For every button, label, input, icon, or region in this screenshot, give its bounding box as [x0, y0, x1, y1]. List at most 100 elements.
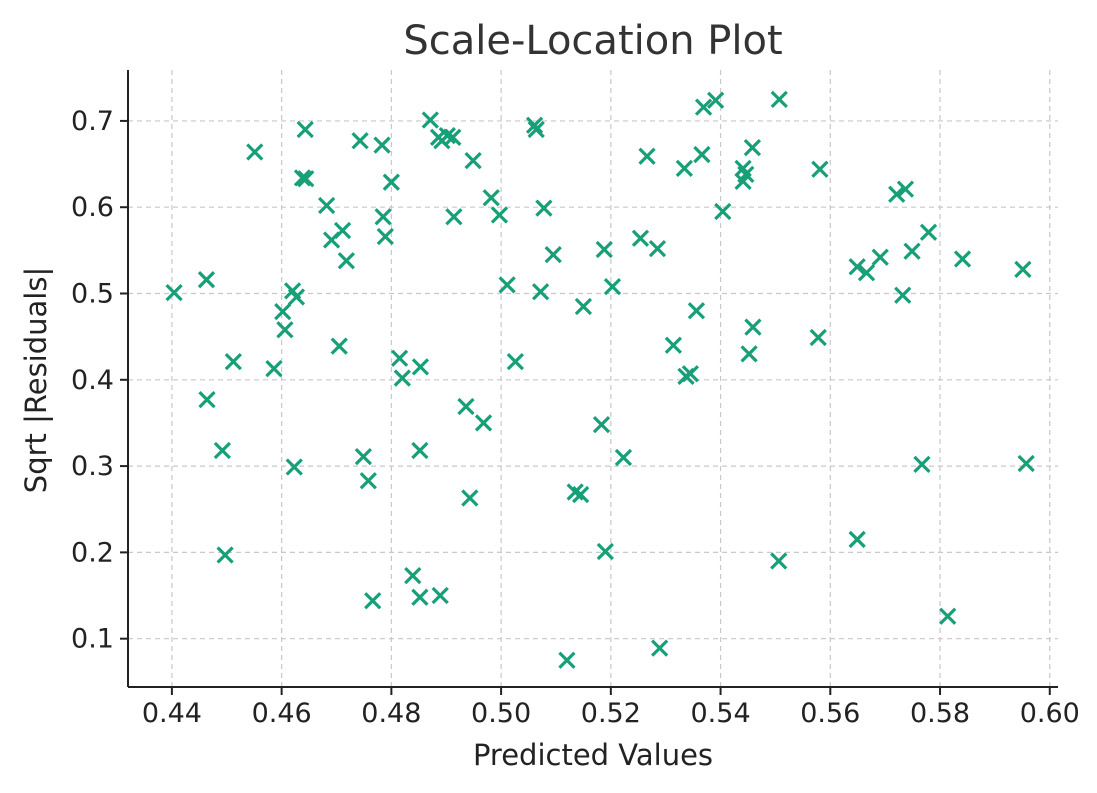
data-point: [558, 651, 576, 669]
data-point: [330, 337, 348, 355]
data-point: [297, 170, 315, 188]
x-tick-label: 0.60: [1020, 698, 1080, 729]
data-point: [198, 391, 216, 409]
data-point: [572, 485, 590, 504]
data-point: [687, 302, 706, 320]
data-point: [953, 250, 972, 268]
data-point: [525, 116, 544, 134]
data-point: [648, 239, 667, 258]
data-point: [531, 283, 550, 301]
data-point: [919, 223, 938, 241]
data-point: [457, 397, 475, 416]
data-point: [714, 202, 732, 221]
data-point: [527, 120, 545, 139]
data-point: [482, 189, 500, 207]
data-point: [744, 318, 762, 336]
x-ticks: 0.44 0.46 0.48 0.50 0.52 0.54 0.56 0.58 0.60: [142, 687, 1080, 729]
y-tick-label: 0.3: [71, 451, 114, 482]
x-tick-label: 0.52: [581, 698, 641, 729]
data-point: [592, 416, 611, 434]
data-point: [445, 208, 463, 226]
data-points: [165, 90, 1035, 669]
data-point: [444, 128, 462, 146]
y-tick-label: 0.6: [71, 192, 114, 223]
data-point: [464, 151, 482, 170]
data-point: [287, 288, 306, 306]
data-point: [490, 206, 509, 224]
x-tick-label: 0.56: [800, 698, 860, 729]
y-axis-label: Sqrt |Residuals|: [19, 267, 53, 493]
data-point: [382, 173, 400, 191]
x-tick-label: 0.44: [142, 698, 202, 729]
data-point: [544, 246, 562, 264]
data-point: [681, 365, 700, 383]
data-point: [894, 286, 912, 304]
data-point: [694, 98, 713, 116]
data-point: [664, 336, 683, 354]
data-point: [411, 588, 429, 606]
data-point: [374, 208, 392, 226]
data-point: [431, 586, 449, 605]
data-point: [421, 111, 439, 129]
data-point: [390, 349, 409, 367]
data-point: [376, 227, 394, 246]
x-tick-label: 0.54: [691, 698, 751, 729]
data-point: [393, 369, 411, 387]
data-point: [675, 159, 693, 178]
data-point: [743, 139, 762, 157]
data-point: [317, 196, 336, 215]
x-axis-label: Predicted Values: [473, 738, 713, 772]
data-point: [337, 252, 356, 270]
data-point: [614, 448, 633, 467]
data-point: [638, 147, 656, 165]
data-point: [274, 302, 292, 321]
data-point: [224, 353, 242, 371]
data-point: [354, 447, 373, 466]
data-point: [871, 248, 889, 266]
data-point: [706, 91, 725, 109]
data-point: [770, 552, 788, 570]
data-point: [770, 90, 788, 108]
data-point: [404, 567, 422, 585]
data-point: [213, 441, 232, 460]
data-point: [474, 414, 493, 432]
data-point: [595, 240, 613, 259]
data-point: [364, 592, 382, 610]
data-point: [896, 180, 915, 198]
x-tick-label: 0.46: [252, 698, 312, 729]
data-point: [359, 472, 377, 490]
y-ticks: 0.1 0.2 0.3 0.4 0.5 0.6 0.7: [71, 106, 128, 655]
y-tick-label: 0.7: [71, 106, 114, 137]
data-point: [438, 126, 456, 145]
data-point: [246, 143, 264, 161]
data-point: [333, 221, 352, 240]
x-tick-label: 0.48: [361, 698, 421, 729]
data-point: [693, 145, 711, 164]
data-point: [740, 345, 758, 363]
data-point: [373, 136, 391, 154]
data-point: [913, 455, 931, 473]
data-point: [651, 639, 669, 657]
data-point: [285, 458, 303, 476]
data-point: [848, 530, 866, 549]
data-point: [265, 359, 283, 378]
data-point: [498, 276, 516, 294]
data-point: [216, 546, 234, 564]
x-tick-label: 0.58: [910, 698, 970, 729]
data-point: [566, 483, 584, 501]
data-point: [165, 284, 183, 302]
data-point: [276, 321, 294, 339]
y-tick-label: 0.2: [71, 537, 114, 568]
data-point: [293, 169, 312, 187]
data-point: [888, 185, 906, 203]
data-point: [1017, 454, 1035, 473]
data-point: [903, 242, 921, 260]
data-point: [411, 358, 430, 376]
data-point: [351, 132, 369, 150]
data-point: [848, 258, 866, 276]
data-point: [811, 160, 829, 178]
data-point: [197, 271, 216, 289]
data-point: [535, 199, 553, 217]
y-tick-label: 0.5: [71, 279, 114, 310]
